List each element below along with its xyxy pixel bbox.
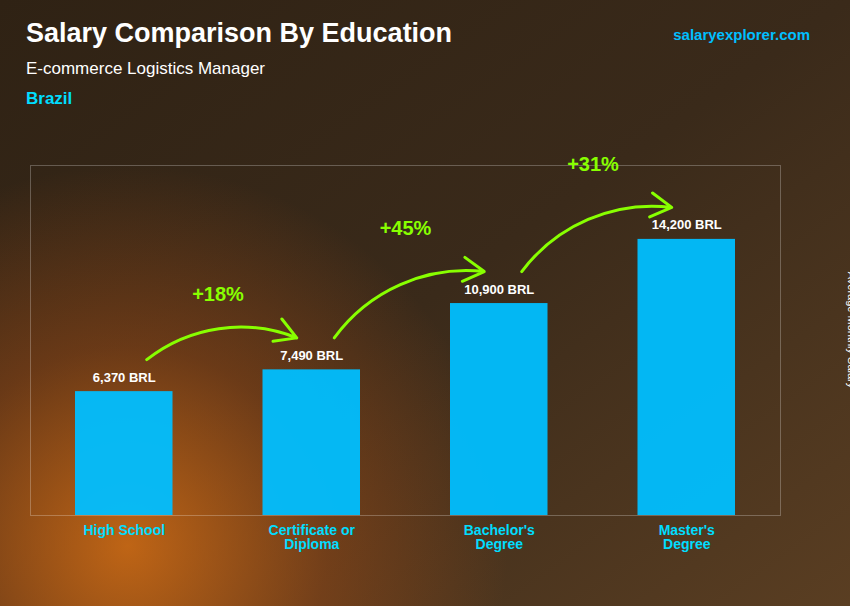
svg-text:Bachelor'sDegree: Bachelor'sDegree	[464, 522, 535, 552]
svg-text:+31%: +31%	[567, 153, 619, 175]
svg-text:10,900 BRL: 10,900 BRL	[464, 282, 534, 297]
html-text:E-commerce Logistics Manager: E-commerce Logistics Manager	[26, 59, 265, 78]
svg-text:6,370 BRL: 6,370 BRL	[93, 370, 156, 385]
svg-text:+18%: +18%	[192, 283, 244, 305]
svg-text:14,200 BRL: 14,200 BRL	[652, 217, 722, 232]
svg-text:Master'sDegree: Master'sDegree	[659, 522, 715, 552]
svg-text:Certificate orDiploma: Certificate orDiploma	[269, 522, 356, 552]
svg-text:7,490 BRL: 7,490 BRL	[280, 348, 343, 363]
html-text:Salary Comparison By Education: Salary Comparison By Education	[26, 18, 453, 48]
html-text:Brazil: Brazil	[26, 89, 73, 108]
svg-text:High School: High School	[83, 522, 165, 538]
svg-text:+45%: +45%	[380, 217, 432, 239]
html-text:salaryexplorer.com: salaryexplorer.com	[673, 26, 810, 43]
